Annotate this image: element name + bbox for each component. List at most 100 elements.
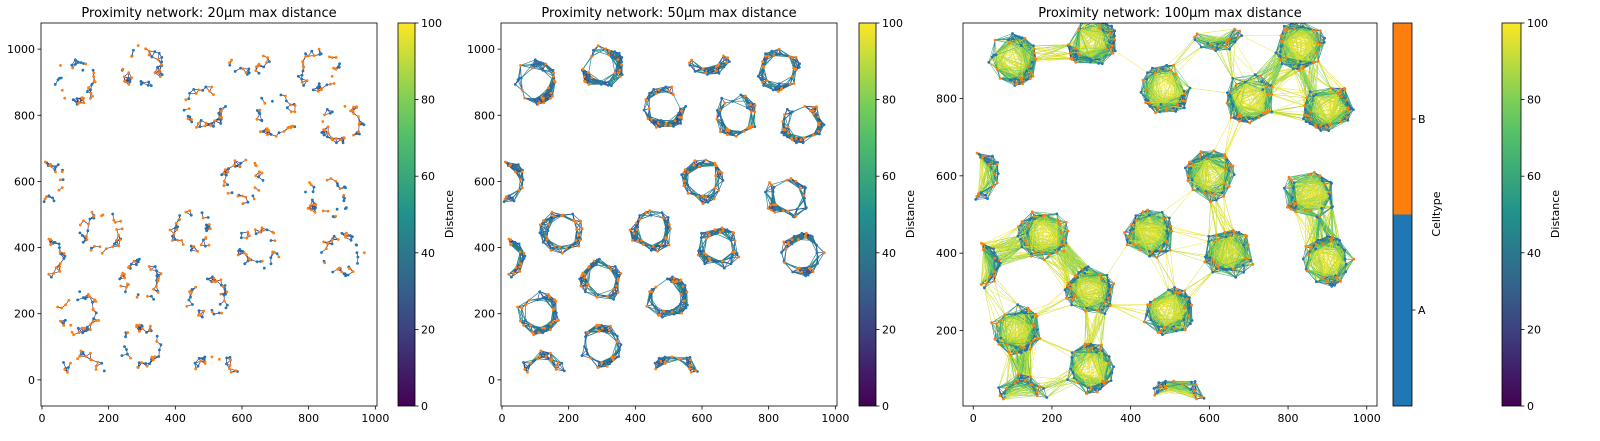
node-A	[193, 361, 197, 365]
node-A	[224, 306, 228, 310]
edge	[520, 65, 533, 69]
node-B	[330, 238, 334, 242]
node-B	[233, 159, 237, 163]
node-B	[223, 168, 227, 172]
node-B	[194, 285, 198, 289]
node-B	[202, 309, 206, 313]
panel-1: 0 200 400 600 800 100002004006008001000Proxim…	[7, 6, 456, 425]
node-A	[191, 303, 194, 306]
node-B	[351, 109, 355, 113]
node-A	[224, 105, 228, 108]
node-B	[317, 47, 321, 51]
edge	[517, 164, 524, 180]
edge	[649, 89, 660, 94]
node-B	[101, 213, 105, 217]
node-B	[309, 208, 313, 212]
node-A	[261, 130, 265, 134]
node-B	[158, 68, 162, 72]
node-B	[88, 295, 92, 299]
edge	[781, 132, 797, 139]
node-B	[43, 197, 47, 201]
node-B	[289, 103, 292, 107]
node-B	[59, 64, 62, 67]
node-B	[282, 130, 286, 133]
node-B	[195, 126, 198, 129]
node-B	[130, 76, 134, 79]
node-B	[157, 71, 161, 75]
edge	[658, 89, 674, 95]
node-A	[189, 295, 192, 299]
node-B	[83, 326, 87, 330]
node-B	[69, 323, 73, 327]
edge	[504, 200, 515, 202]
axes-frame	[40, 22, 378, 407]
edge	[513, 266, 520, 274]
edge	[656, 90, 670, 94]
node-B	[210, 310, 214, 314]
node-A	[322, 133, 326, 137]
node-B	[129, 356, 133, 360]
node-A	[310, 49, 314, 53]
node-A	[320, 251, 323, 254]
node-B	[222, 171, 226, 175]
node-A	[64, 318, 67, 322]
edge	[699, 164, 716, 167]
edge	[743, 126, 755, 132]
node-B	[127, 83, 131, 86]
edge	[539, 232, 544, 243]
node-B	[56, 305, 59, 309]
node-B	[92, 79, 96, 83]
node-B	[188, 290, 192, 294]
edge	[591, 77, 602, 82]
node-B	[197, 313, 200, 317]
node-A	[152, 297, 156, 301]
node-A	[190, 288, 194, 291]
node-A	[233, 70, 237, 73]
node-B	[338, 187, 342, 191]
edge	[781, 121, 784, 133]
edge	[757, 61, 763, 77]
node-B	[136, 366, 140, 369]
edge	[781, 243, 789, 253]
node-B	[121, 67, 125, 71]
edge	[591, 48, 606, 57]
edge	[543, 241, 555, 247]
edge	[793, 68, 795, 84]
node-B	[156, 291, 160, 294]
node-A	[82, 62, 85, 65]
node-A	[81, 296, 85, 300]
node-B	[87, 293, 90, 296]
edge	[789, 56, 797, 70]
node-B	[214, 280, 217, 284]
node-B	[273, 239, 277, 243]
edge	[543, 211, 553, 221]
node-A	[199, 119, 203, 122]
edge	[722, 260, 732, 265]
edge	[809, 263, 818, 269]
node-A	[90, 82, 94, 86]
node-A	[61, 178, 65, 182]
edge	[698, 250, 706, 264]
node-A	[160, 56, 164, 59]
node-A	[328, 111, 332, 115]
node-B	[190, 290, 194, 294]
edge	[810, 110, 820, 126]
node-B	[242, 251, 246, 255]
node-B	[120, 274, 124, 277]
node-A	[171, 234, 174, 238]
node-A	[355, 251, 359, 255]
node-A	[246, 200, 250, 204]
node-A	[325, 83, 329, 87]
node-A	[257, 175, 260, 179]
node-B	[132, 259, 136, 263]
node-A	[52, 199, 56, 203]
edge	[539, 223, 549, 234]
node-B	[229, 358, 233, 362]
node-B	[156, 58, 160, 61]
node-B	[209, 124, 213, 127]
edge	[728, 130, 737, 137]
edge	[687, 184, 689, 194]
edge	[786, 179, 798, 186]
edge	[521, 67, 533, 79]
